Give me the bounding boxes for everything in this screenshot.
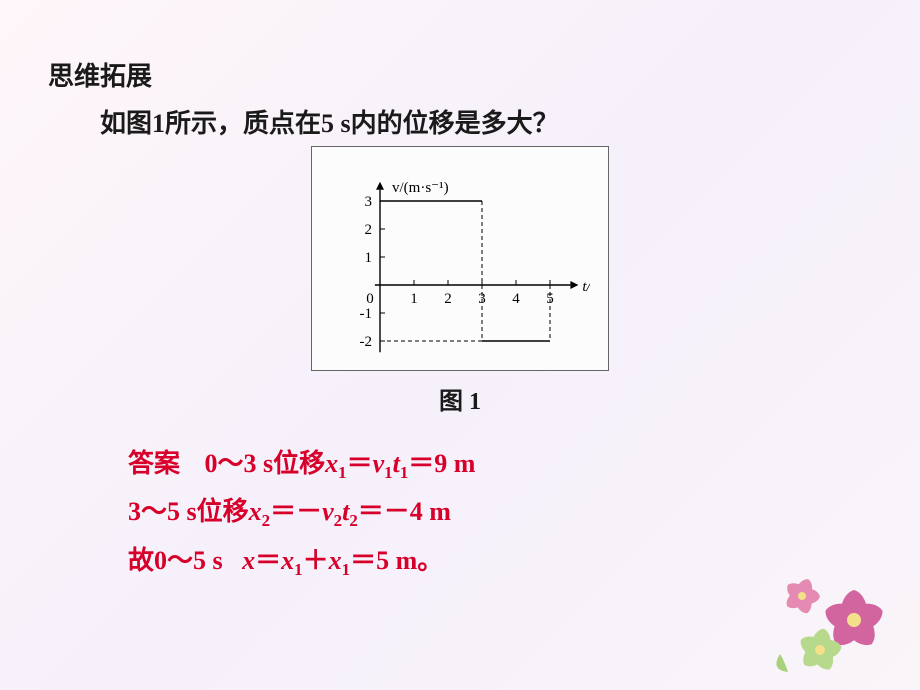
svg-text:-2: -2 (360, 334, 373, 350)
figure-label: 图 1 (48, 381, 872, 416)
chart-box: 012345-2-1123v/(m·s⁻¹)t/s (311, 146, 609, 371)
svg-text:1: 1 (410, 291, 418, 307)
answer-line-3: 故0～5 s x＝x1＋x1＝5 m。 (128, 537, 872, 585)
answer-label: 答案 (128, 449, 180, 478)
answer-block: 答案 0～3 s位移x1＝v1t1＝9 m 3～5 s位移x2＝－v2t2＝－4… (128, 440, 872, 585)
answer-line-2: 3～5 s位移x2＝－v2t2＝－4 m (128, 488, 872, 536)
svg-text:4: 4 (512, 291, 520, 307)
svg-text:-1: -1 (360, 306, 373, 322)
svg-text:1: 1 (365, 250, 373, 266)
svg-text:0: 0 (366, 291, 374, 307)
svg-text:2: 2 (444, 291, 452, 307)
svg-text:t/s: t/s (582, 279, 590, 295)
svg-text:2: 2 (365, 222, 373, 238)
answer-line-1: 答案 0～3 s位移x1＝v1t1＝9 m (128, 440, 872, 488)
velocity-time-chart: 012345-2-1123v/(m·s⁻¹)t/s (330, 155, 590, 355)
svg-text:v/(m·s⁻¹): v/(m·s⁻¹) (392, 180, 449, 196)
question-text: 如图1所示，质点在5 s内的位移是多大？ (100, 103, 872, 140)
svg-text:3: 3 (365, 194, 373, 210)
flower-icon (762, 558, 902, 678)
section-heading: 思维拓展 (48, 56, 872, 93)
chart-container: 012345-2-1123v/(m·s⁻¹)t/s 图 1 (48, 146, 872, 416)
